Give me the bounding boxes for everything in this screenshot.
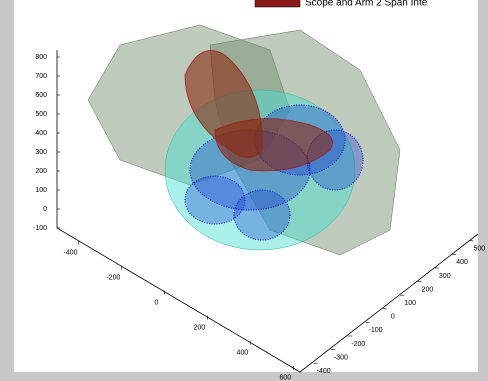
y-tick-label: 300 [439, 273, 451, 280]
y-tick-label: 500 [474, 246, 486, 253]
z-tick-label: 0 [43, 206, 47, 213]
z-tick-label: 500 [35, 111, 47, 118]
x-tick-label: 200 [194, 324, 206, 331]
y-tick-label: 0 [391, 314, 395, 321]
y-tick-label: -400 [317, 368, 331, 375]
z-tick-label: 700 [35, 73, 47, 80]
y-tick-label: -200 [351, 341, 365, 348]
x-tick-label: 400 [236, 350, 248, 357]
x-tick-label: 600 [279, 375, 291, 381]
x-tick-label: -200 [106, 274, 120, 281]
z-tick-label: 600 [35, 92, 47, 99]
x-tick-label: -400 [63, 249, 77, 256]
y-tick-label: -100 [369, 327, 383, 334]
z-tick-label: 100 [35, 187, 47, 194]
z-tick-label: 800 [35, 54, 47, 61]
legend-swatch [255, 0, 300, 7]
z-tick-label: 200 [35, 168, 47, 175]
z-tick-label: -100 [33, 225, 47, 232]
y-tick-label: 100 [404, 300, 416, 307]
legend-label: Scope and Arm 2 Span Inte [305, 0, 428, 9]
y-tick-label: 400 [456, 259, 468, 266]
x-tick-label: 0 [154, 299, 158, 306]
y-tick-label: 200 [422, 286, 434, 293]
y-tick-label: -300 [334, 354, 348, 361]
page: {"chart_data": {"type": "surface3d", "le… [0, 0, 488, 381]
z-tick-label: 300 [35, 149, 47, 156]
z-tick-label: 400 [35, 130, 47, 137]
chart: Scope and Arm 2 Span Inte -400 -200 0 200 40… [0, 0, 488, 381]
